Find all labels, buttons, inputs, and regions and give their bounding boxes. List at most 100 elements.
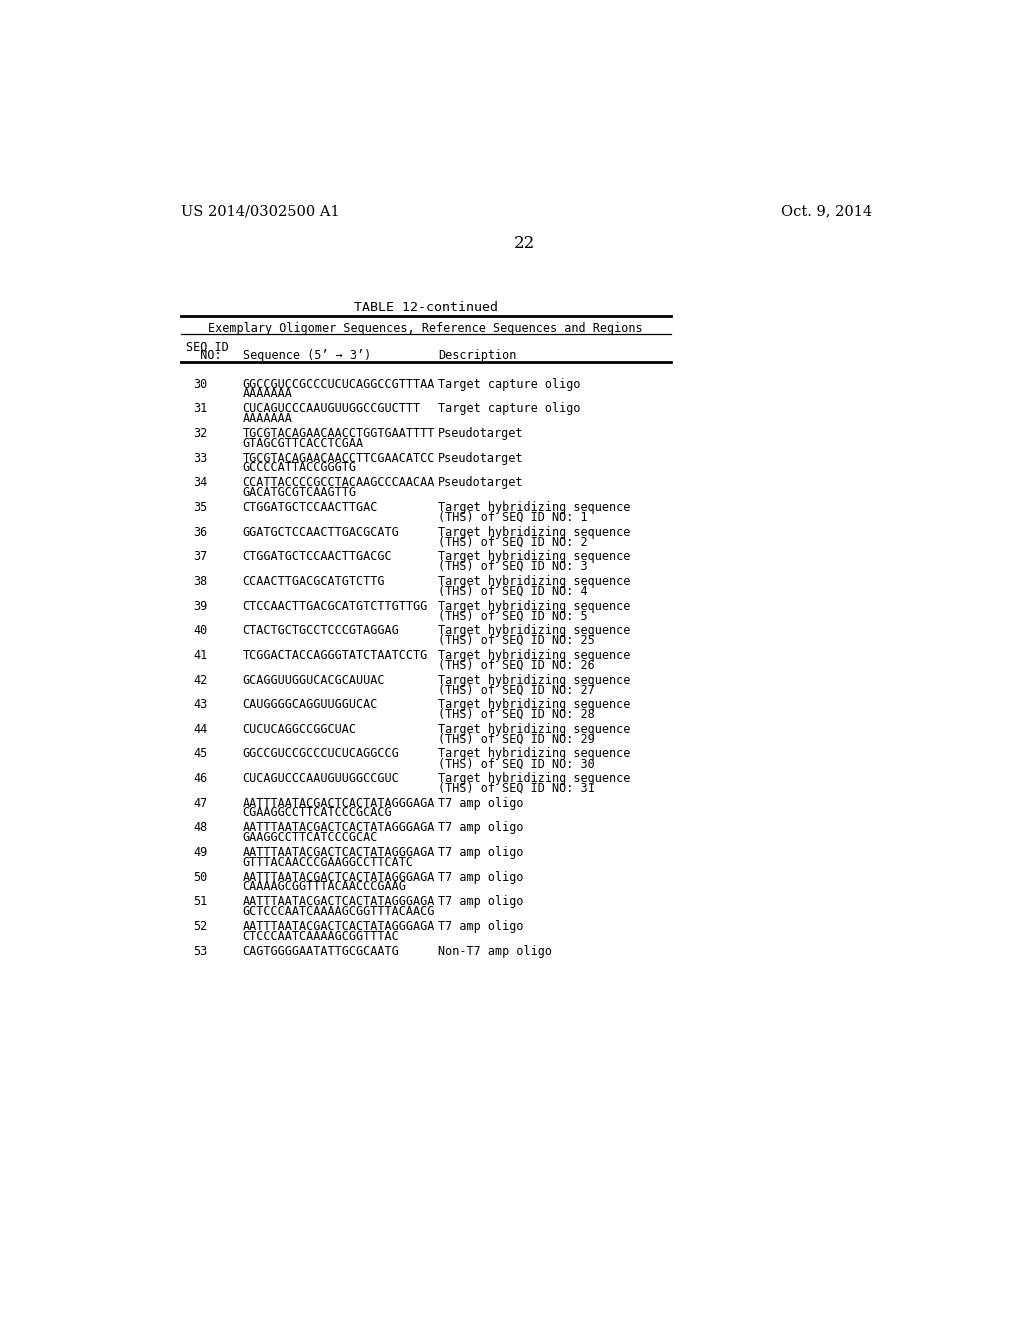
Text: 22: 22	[514, 235, 536, 252]
Text: Target hybridizing sequence: Target hybridizing sequence	[438, 550, 631, 564]
Text: Oct. 9, 2014: Oct. 9, 2014	[781, 205, 872, 219]
Text: 49: 49	[194, 846, 208, 859]
Text: 40: 40	[194, 624, 208, 638]
Text: Target hybridizing sequence: Target hybridizing sequence	[438, 576, 631, 587]
Text: 39: 39	[194, 599, 208, 612]
Text: GGCCGUCCGCCCUCUCAGGCCG: GGCCGUCCGCCCUCUCAGGCCG	[243, 747, 399, 760]
Text: AATTTAATACGACTCACTATAGGGAGA: AATTTAATACGACTCACTATAGGGAGA	[243, 895, 435, 908]
Text: Target hybridizing sequence: Target hybridizing sequence	[438, 747, 631, 760]
Text: (THS) of SEQ ID NO: 28: (THS) of SEQ ID NO: 28	[438, 708, 595, 721]
Text: CCATTACCCCGCCTACAAGCCCAACAA: CCATTACCCCGCCTACAAGCCCAACAA	[243, 477, 435, 490]
Text: GACATGCGTCAAGTTG: GACATGCGTCAAGTTG	[243, 486, 356, 499]
Text: GGCCGUCCGCCCUCUCAGGCCGTTTAA: GGCCGUCCGCCCUCUCAGGCCGTTTAA	[243, 378, 435, 391]
Text: Target hybridizing sequence: Target hybridizing sequence	[438, 525, 631, 539]
Text: 34: 34	[194, 477, 208, 490]
Text: Target hybridizing sequence: Target hybridizing sequence	[438, 599, 631, 612]
Text: AAAAAAA: AAAAAAA	[243, 388, 293, 400]
Text: 52: 52	[194, 920, 208, 933]
Text: (THS) of SEQ ID NO: 4: (THS) of SEQ ID NO: 4	[438, 585, 588, 598]
Text: T7 amp oligo: T7 amp oligo	[438, 871, 523, 883]
Text: CUCUCAGGCCGGCUAC: CUCUCAGGCCGGCUAC	[243, 723, 356, 735]
Text: Target hybridizing sequence: Target hybridizing sequence	[438, 772, 631, 785]
Text: CUCAGUCCCAAUGUUGGCCGUC: CUCAGUCCCAAUGUUGGCCGUC	[243, 772, 399, 785]
Text: 53: 53	[194, 945, 208, 957]
Text: Sequence (5’ → 3’): Sequence (5’ → 3’)	[243, 350, 371, 363]
Text: Exemplary Oligomer Sequences, Reference Sequences and Regions: Exemplary Oligomer Sequences, Reference …	[208, 322, 643, 335]
Text: TABLE 12-continued: TABLE 12-continued	[353, 301, 498, 314]
Text: 31: 31	[194, 403, 208, 416]
Text: Pseudotarget: Pseudotarget	[438, 451, 523, 465]
Text: 51: 51	[194, 895, 208, 908]
Text: TGCGTACAGAACAACCTTCGAACATCC: TGCGTACAGAACAACCTTCGAACATCC	[243, 451, 435, 465]
Text: CTCCCAATCAAAAGCGGTTTAC: CTCCCAATCAAAAGCGGTTTAC	[243, 929, 399, 942]
Text: 37: 37	[194, 550, 208, 564]
Text: GCTCCCAATCAAAAGCGGTTTACAACG: GCTCCCAATCAAAAGCGGTTTACAACG	[243, 906, 435, 917]
Text: (THS) of SEQ ID NO: 1: (THS) of SEQ ID NO: 1	[438, 511, 588, 524]
Text: AATTTAATACGACTCACTATAGGGAGA: AATTTAATACGACTCACTATAGGGAGA	[243, 821, 435, 834]
Text: 48: 48	[194, 821, 208, 834]
Text: Target hybridizing sequence: Target hybridizing sequence	[438, 624, 631, 638]
Text: CUCAGUCCCAAUGUUGGCCGUCTTT: CUCAGUCCCAAUGUUGGCCGUCTTT	[243, 403, 421, 416]
Text: T7 amp oligo: T7 amp oligo	[438, 797, 523, 809]
Text: Target capture oligo: Target capture oligo	[438, 378, 581, 391]
Text: CGAAGGCCTTCATCCCGCACG: CGAAGGCCTTCATCCCGCACG	[243, 807, 392, 820]
Text: Non-T7 amp oligo: Non-T7 amp oligo	[438, 945, 552, 957]
Text: 30: 30	[194, 378, 208, 391]
Text: (THS) of SEQ ID NO: 2: (THS) of SEQ ID NO: 2	[438, 536, 588, 548]
Text: 41: 41	[194, 649, 208, 661]
Text: (THS) of SEQ ID NO: 26: (THS) of SEQ ID NO: 26	[438, 659, 595, 672]
Text: GCCCCATTACCGGGTG: GCCCCATTACCGGGTG	[243, 462, 356, 474]
Text: GAAGGCCTTCATCCCGCAC: GAAGGCCTTCATCCCGCAC	[243, 832, 378, 843]
Text: (THS) of SEQ ID NO: 5: (THS) of SEQ ID NO: 5	[438, 610, 588, 622]
Text: GGATGCTCCAACTTGACGCATG: GGATGCTCCAACTTGACGCATG	[243, 525, 399, 539]
Text: CCAACTTGACGCATGTCTTG: CCAACTTGACGCATGTCTTG	[243, 576, 385, 587]
Text: Pseudotarget: Pseudotarget	[438, 428, 523, 440]
Text: 36: 36	[194, 525, 208, 539]
Text: CAGTGGGGAATATTGCGCAATG: CAGTGGGGAATATTGCGCAATG	[243, 945, 399, 957]
Text: CTACTGCTGCCTCCCGTAGGAG: CTACTGCTGCCTCCCGTAGGAG	[243, 624, 399, 638]
Text: TGCGTACAGAACAACCTGGTGAATTTT: TGCGTACAGAACAACCTGGTGAATTTT	[243, 428, 435, 440]
Text: SEQ ID: SEQ ID	[186, 341, 229, 354]
Text: AATTTAATACGACTCACTATAGGGAGA: AATTTAATACGACTCACTATAGGGAGA	[243, 846, 435, 859]
Text: CTGGATGCTCCAACTTGACGC: CTGGATGCTCCAACTTGACGC	[243, 550, 392, 564]
Text: 47: 47	[194, 797, 208, 809]
Text: AATTTAATACGACTCACTATAGGGAGA: AATTTAATACGACTCACTATAGGGAGA	[243, 797, 435, 809]
Text: Target hybridizing sequence: Target hybridizing sequence	[438, 502, 631, 513]
Text: Target hybridizing sequence: Target hybridizing sequence	[438, 649, 631, 661]
Text: Pseudotarget: Pseudotarget	[438, 477, 523, 490]
Text: GTTTACAACCCGAAGGCCTTCATC: GTTTACAACCCGAAGGCCTTCATC	[243, 855, 414, 869]
Text: Target hybridizing sequence: Target hybridizing sequence	[438, 673, 631, 686]
Text: AATTTAATACGACTCACTATAGGGAGA: AATTTAATACGACTCACTATAGGGAGA	[243, 920, 435, 933]
Text: 50: 50	[194, 871, 208, 883]
Text: 43: 43	[194, 698, 208, 711]
Text: Description: Description	[438, 350, 516, 363]
Text: (THS) of SEQ ID NO: 27: (THS) of SEQ ID NO: 27	[438, 684, 595, 696]
Text: GCAGGUUGGUCACGCAUUAC: GCAGGUUGGUCACGCAUUAC	[243, 673, 385, 686]
Text: 45: 45	[194, 747, 208, 760]
Text: 46: 46	[194, 772, 208, 785]
Text: NO:: NO:	[186, 350, 222, 363]
Text: US 2014/0302500 A1: US 2014/0302500 A1	[180, 205, 339, 219]
Text: T7 amp oligo: T7 amp oligo	[438, 821, 523, 834]
Text: 35: 35	[194, 502, 208, 513]
Text: CAUGGGGCAGGUUGGUCAC: CAUGGGGCAGGUUGGUCAC	[243, 698, 378, 711]
Text: CAAAAGCGGTTTACAACCCGAAG: CAAAAGCGGTTTACAACCCGAAG	[243, 880, 407, 894]
Text: 33: 33	[194, 451, 208, 465]
Text: (THS) of SEQ ID NO: 30: (THS) of SEQ ID NO: 30	[438, 758, 595, 770]
Text: (THS) of SEQ ID NO: 3: (THS) of SEQ ID NO: 3	[438, 560, 588, 573]
Text: (THS) of SEQ ID NO: 25: (THS) of SEQ ID NO: 25	[438, 634, 595, 647]
Text: 44: 44	[194, 723, 208, 735]
Text: CTCCAACTTGACGCATGTCTTGTTGG: CTCCAACTTGACGCATGTCTTGTTGG	[243, 599, 428, 612]
Text: Target capture oligo: Target capture oligo	[438, 403, 581, 416]
Text: 32: 32	[194, 428, 208, 440]
Text: AAAAAAA: AAAAAAA	[243, 412, 293, 425]
Text: (THS) of SEQ ID NO: 29: (THS) of SEQ ID NO: 29	[438, 733, 595, 746]
Text: AATTTAATACGACTCACTATAGGGAGA: AATTTAATACGACTCACTATAGGGAGA	[243, 871, 435, 883]
Text: 42: 42	[194, 673, 208, 686]
Text: CTGGATGCTCCAACTTGAC: CTGGATGCTCCAACTTGAC	[243, 502, 378, 513]
Text: (THS) of SEQ ID NO: 31: (THS) of SEQ ID NO: 31	[438, 781, 595, 795]
Text: T7 amp oligo: T7 amp oligo	[438, 895, 523, 908]
Text: TCGGACTACCAGGGTATCTAATCCTG: TCGGACTACCAGGGTATCTAATCCTG	[243, 649, 428, 661]
Text: 38: 38	[194, 576, 208, 587]
Text: T7 amp oligo: T7 amp oligo	[438, 846, 523, 859]
